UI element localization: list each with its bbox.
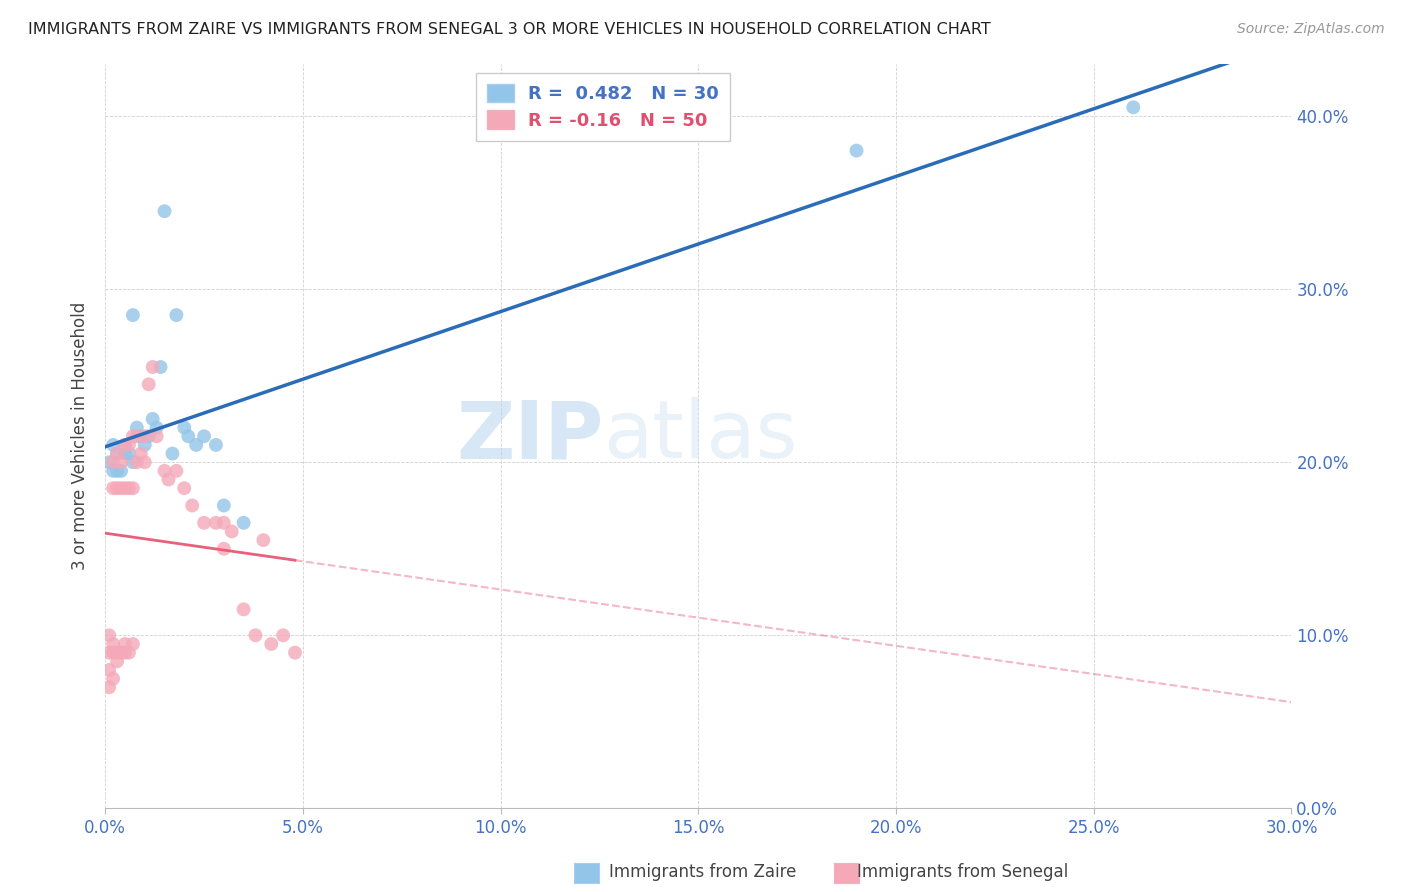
Point <box>1122 100 1144 114</box>
Text: Immigrants from Zaire: Immigrants from Zaire <box>609 863 797 881</box>
Point <box>122 308 145 322</box>
Text: Immigrants from Senegal: Immigrants from Senegal <box>858 863 1069 881</box>
Point <box>212 499 235 513</box>
Point <box>245 628 267 642</box>
Text: IMMIGRANTS FROM ZAIRE VS IMMIGRANTS FROM SENEGAL 3 OR MORE VEHICLES IN HOUSEHOLD: IMMIGRANTS FROM ZAIRE VS IMMIGRANTS FROM… <box>28 22 991 37</box>
Point <box>105 446 128 460</box>
Point <box>177 429 200 443</box>
Point <box>98 455 121 469</box>
Point <box>105 446 128 460</box>
Point <box>110 481 132 495</box>
Point <box>114 438 136 452</box>
Point <box>205 438 228 452</box>
Point <box>110 646 132 660</box>
Point <box>101 672 124 686</box>
Point <box>122 637 145 651</box>
Point <box>118 446 141 460</box>
Point <box>162 446 184 460</box>
Point <box>105 654 128 668</box>
Point <box>193 516 215 530</box>
Point <box>271 628 294 642</box>
Point <box>118 646 141 660</box>
Point <box>153 464 176 478</box>
Point <box>98 663 121 677</box>
Point <box>125 429 148 443</box>
Point <box>122 429 145 443</box>
Point <box>105 481 128 495</box>
Point <box>221 524 243 539</box>
Point <box>145 429 167 443</box>
Point <box>134 429 156 443</box>
Point <box>142 412 165 426</box>
Text: Source: ZipAtlas.com: Source: ZipAtlas.com <box>1237 22 1385 37</box>
Text: atlas: atlas <box>603 397 797 475</box>
Point <box>110 464 132 478</box>
Point <box>165 308 187 322</box>
Point <box>134 438 156 452</box>
Point <box>845 144 868 158</box>
Point <box>173 420 195 434</box>
Point <box>114 637 136 651</box>
Point <box>142 359 165 374</box>
Point <box>173 481 195 495</box>
Point <box>129 429 152 443</box>
Point <box>114 446 136 460</box>
Point <box>138 377 160 392</box>
Point <box>98 628 121 642</box>
Point <box>138 429 160 443</box>
Point <box>118 438 141 452</box>
Point <box>101 438 124 452</box>
Point <box>153 204 176 219</box>
Point <box>122 481 145 495</box>
Point <box>125 420 148 434</box>
Point <box>110 455 132 469</box>
Point <box>101 637 124 651</box>
Y-axis label: 3 or more Vehicles in Household: 3 or more Vehicles in Household <box>72 302 89 570</box>
Point <box>105 646 128 660</box>
Point <box>149 359 172 374</box>
Point <box>125 455 148 469</box>
Point <box>101 646 124 660</box>
Point <box>122 455 145 469</box>
Point <box>205 516 228 530</box>
Point <box>232 602 254 616</box>
Point <box>260 637 283 651</box>
Point <box>232 516 254 530</box>
Point <box>101 481 124 495</box>
Point <box>118 481 141 495</box>
Point <box>134 455 156 469</box>
Point <box>212 516 235 530</box>
Point <box>165 464 187 478</box>
Text: ZIP: ZIP <box>456 397 603 475</box>
Point <box>114 438 136 452</box>
Point <box>193 429 215 443</box>
Point <box>114 646 136 660</box>
Point <box>284 646 307 660</box>
Point <box>186 438 208 452</box>
Point <box>101 464 124 478</box>
Point <box>98 680 121 694</box>
Point <box>105 464 128 478</box>
Point <box>212 541 235 556</box>
Point <box>145 420 167 434</box>
Point <box>129 446 152 460</box>
Point <box>157 473 180 487</box>
Point <box>98 646 121 660</box>
Point <box>252 533 274 548</box>
Point <box>101 455 124 469</box>
Point <box>114 481 136 495</box>
Point <box>181 499 204 513</box>
